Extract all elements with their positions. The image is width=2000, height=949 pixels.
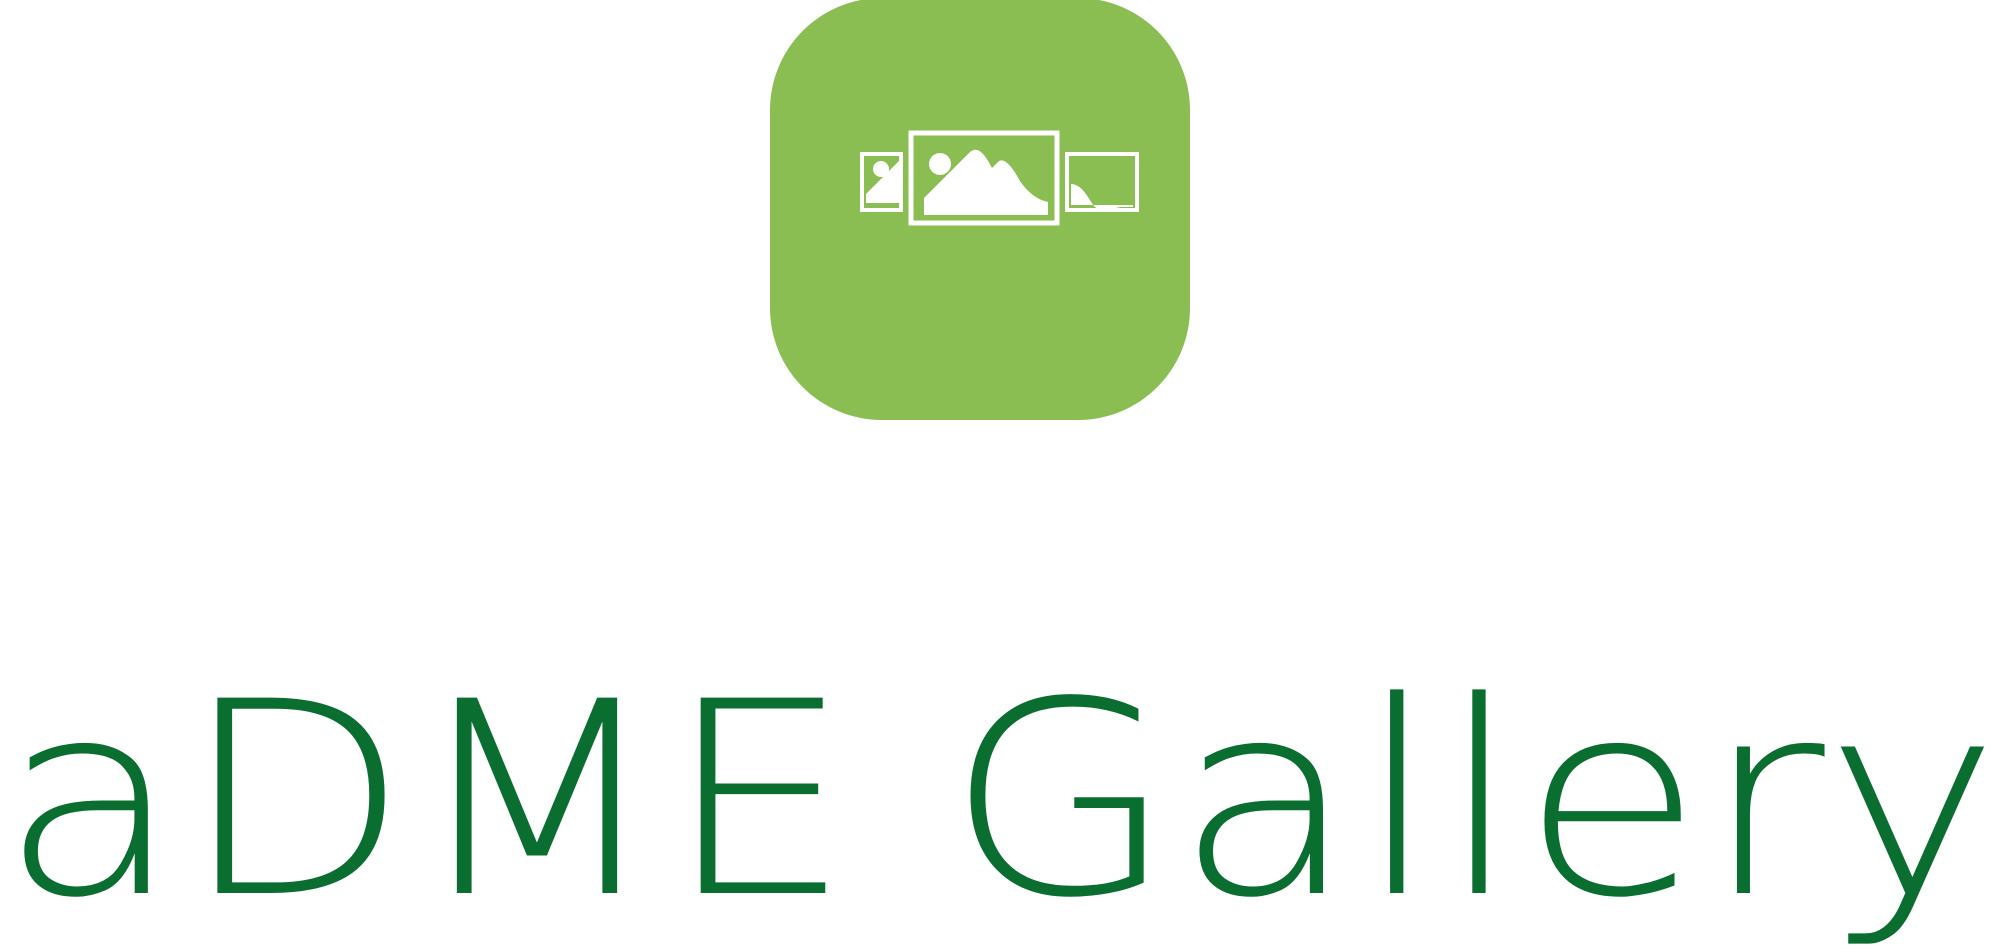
photo-gallery-icon (860, 130, 1139, 226)
brand-name: aDME Gallery (0, 645, 2000, 949)
logo-badge (770, 0, 1190, 420)
wordmark: aDME Gallery (0, 645, 2000, 949)
